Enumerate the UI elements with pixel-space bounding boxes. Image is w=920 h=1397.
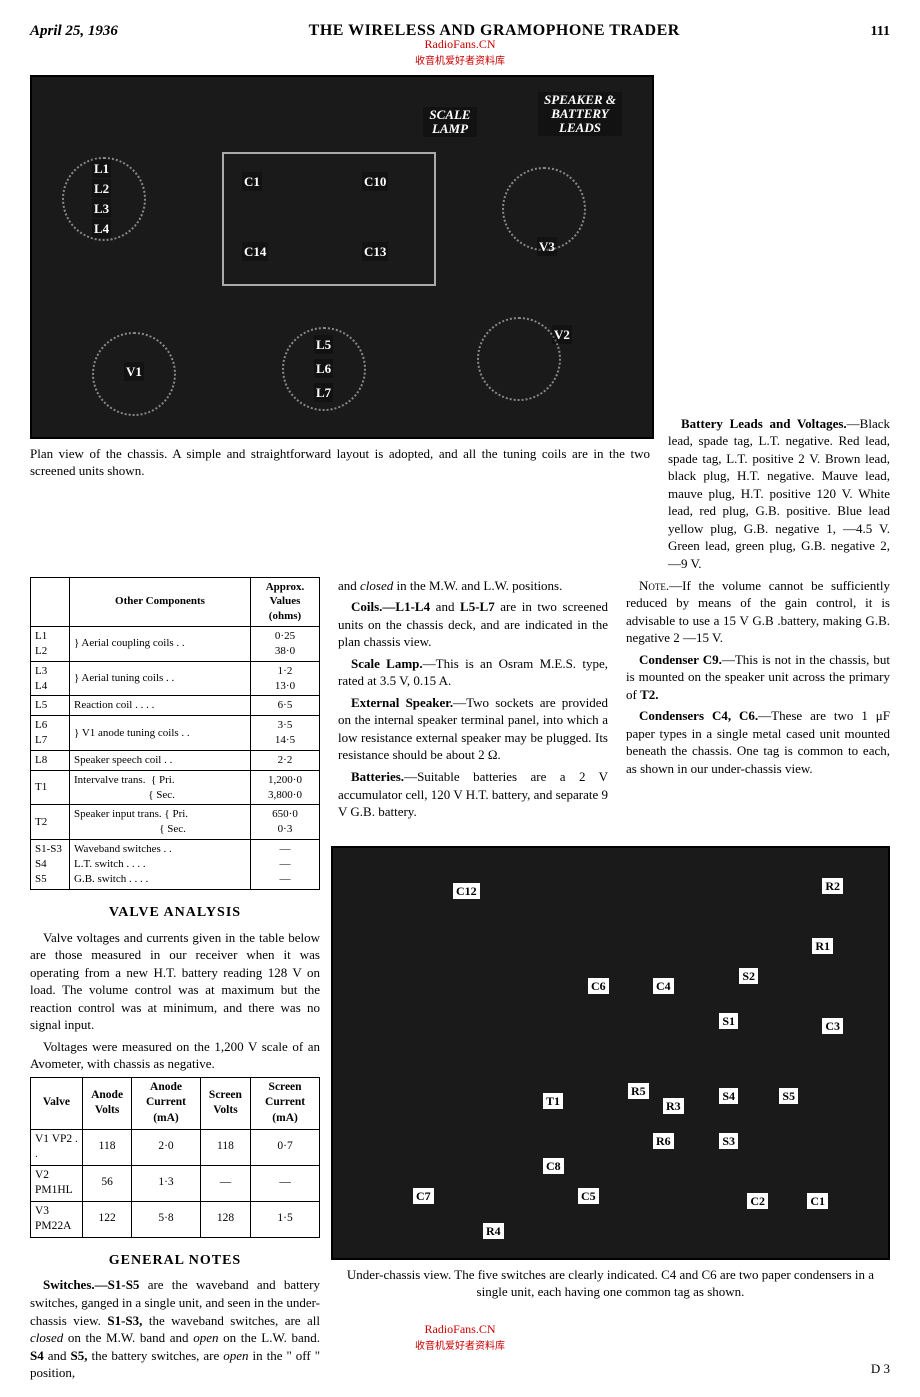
- table-values-header: Approx. Values (ohms): [251, 577, 320, 627]
- component-label: T1: [543, 1093, 563, 1109]
- page-number: 111: [871, 23, 890, 42]
- component-label: C6: [588, 978, 609, 994]
- ext-speaker-para: External Speaker.—Two sockets are provid…: [338, 694, 608, 764]
- component-label: R4: [483, 1223, 504, 1239]
- coil-label: L7: [314, 383, 333, 403]
- under-chassis-caption: Under-chassis view. The five switches ar…: [331, 1266, 890, 1301]
- component-label: R3: [663, 1098, 684, 1114]
- component-label: C8: [543, 1158, 564, 1174]
- coil-label: L6: [314, 359, 333, 379]
- right-column-upper: Battery Leads and Voltages.Battery Leads…: [668, 75, 890, 577]
- battery-leads-para: Battery Leads and Voltages.Battery Leads…: [668, 415, 890, 573]
- cap-label: C14: [242, 242, 268, 262]
- plan-view-photo: L1 L2 L3 L4 C1 C10 C14 C13 V3 V1 L5 L6 L…: [30, 75, 654, 439]
- component-label: C1: [807, 1193, 828, 1209]
- note-para: Note.—If the volume cannot be sufficient…: [626, 577, 890, 647]
- valve-label: V3: [537, 237, 557, 257]
- components-table: Other ComponentsApprox. Values (ohms) L1…: [30, 577, 320, 890]
- cap-label: C13: [362, 242, 388, 262]
- valve-label: V1: [124, 362, 144, 382]
- issue-date: April 25, 1936: [30, 21, 118, 41]
- component-label: C7: [413, 1188, 434, 1204]
- scale-lamp-para: Scale Lamp.—This is an Osram M.E.S. type…: [338, 655, 608, 690]
- switch-label: S3: [719, 1133, 738, 1149]
- switches-cont: and closed in the M.W. and L.W. position…: [338, 577, 608, 595]
- switch-label: S4: [719, 1088, 738, 1104]
- under-chassis-photo: C12 R2 R1 C6 C4 S2 S1 C3 T1 R5 R3 S4 S5 …: [331, 846, 890, 1260]
- table-title: Other Components: [70, 577, 251, 627]
- component-label: R5: [628, 1083, 649, 1099]
- coil-label: L1: [92, 159, 111, 179]
- component-label: C3: [822, 1018, 843, 1034]
- cap-label: C1: [242, 172, 262, 192]
- switch-label: S1: [719, 1013, 738, 1029]
- coil-label: L4: [92, 219, 111, 239]
- component-label: C2: [747, 1193, 768, 1209]
- coil-label: L5: [314, 335, 333, 355]
- scale-lamp-label: SCALE LAMP: [423, 107, 477, 138]
- component-label: R1: [812, 938, 833, 954]
- coil-label: L3: [92, 199, 111, 219]
- switch-label: S2: [739, 968, 758, 984]
- cap-label: C10: [362, 172, 388, 192]
- component-label: R6: [653, 1133, 674, 1149]
- component-label: R2: [822, 878, 843, 894]
- component-label: C12: [453, 883, 480, 899]
- c4c6-para: Condensers C4, C6.—These are two 1 μF pa…: [626, 707, 890, 777]
- batteries-para: Batteries.—Suitable batteries are a 2 V …: [338, 768, 608, 821]
- plan-view-caption: Plan view of the chassis. A simple and s…: [30, 445, 650, 480]
- switch-label: S5: [779, 1088, 798, 1104]
- coil-label: L2: [92, 179, 111, 199]
- coils-para: Coils.—L1-L4 and L5-L7 are in two screen…: [338, 598, 608, 651]
- c9-para: Condenser C9.—This is not in the chassis…: [626, 651, 890, 704]
- speaker-leads-label: SPEAKER & BATTERY LEADS: [538, 92, 622, 137]
- component-label: C5: [578, 1188, 599, 1204]
- component-label: C4: [653, 978, 674, 994]
- valve-label: V2: [552, 325, 572, 345]
- watermark-top: RadioFans.CN 收音机爱好者资料库: [30, 36, 890, 69]
